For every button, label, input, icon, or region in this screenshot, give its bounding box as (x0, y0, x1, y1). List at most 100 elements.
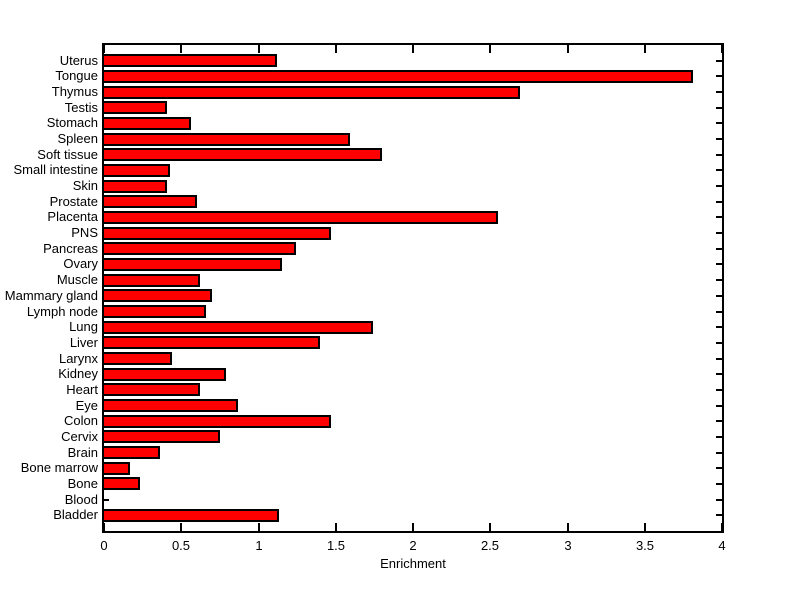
y-tick-mirror (716, 404, 722, 407)
y-tick-mirror (716, 326, 722, 329)
bar-muscle (104, 273, 200, 287)
bar-uterus (104, 54, 278, 68)
y-tick-label: Kidney (58, 366, 98, 382)
y-tick-label: Brain (67, 444, 98, 460)
y-tick-label: Thymus (51, 84, 98, 100)
x-tick-label: 1 (255, 538, 263, 553)
y-tick-label: Skin (72, 178, 98, 194)
y-tick (104, 498, 109, 501)
y-tick-label: Spleen (57, 131, 98, 147)
y-tick-label: Uterus (59, 52, 98, 68)
bar-stomach (104, 116, 191, 130)
y-tick-mirror (716, 247, 722, 250)
bar-thymus (104, 85, 520, 99)
y-tick-label: Pancreas (43, 240, 98, 256)
x-tick-label: 2 (409, 538, 417, 553)
bar-pns (104, 226, 332, 240)
y-tick-label: Larynx (58, 350, 98, 366)
x-tick-mirror (721, 45, 723, 53)
y-tick-label: Lymph node (26, 303, 98, 319)
bar-brain (104, 446, 160, 460)
bar-placenta (104, 210, 498, 224)
y-tick-mirror (716, 388, 722, 391)
y-tick-mirror (716, 185, 722, 188)
y-tick-mirror (716, 106, 722, 109)
y-tick-label: Eye (75, 397, 98, 413)
y-tick-mirror (716, 420, 722, 423)
y-tick-label: Colon (64, 413, 98, 429)
x-tick-label: 4 (718, 538, 726, 553)
bar-lymph-node (104, 305, 206, 319)
x-tick-mirror (412, 45, 414, 53)
y-tick-label: Bone marrow (20, 460, 98, 476)
y-tick-mirror (716, 232, 722, 235)
y-tick-mirror (716, 514, 722, 517)
bar-small-intestine (104, 163, 171, 177)
bar-pancreas (104, 242, 296, 256)
y-tick-label: Blood (64, 491, 98, 507)
y-tick-mirror (716, 59, 722, 62)
bar-cervix (104, 430, 220, 444)
bar-kidney (104, 367, 227, 381)
y-tick-mirror (716, 467, 722, 470)
x-tick (721, 523, 723, 531)
y-tick-label: Bone (67, 475, 98, 491)
y-tick-label: Mammary gland (4, 287, 98, 303)
y-tick-mirror (716, 169, 722, 172)
x-tick-label: 0.5 (171, 538, 191, 553)
y-tick-mirror (716, 451, 722, 454)
x-tick (103, 523, 105, 531)
bar-eye (104, 399, 239, 413)
bar-bladder (104, 508, 279, 522)
x-tick (180, 523, 182, 531)
y-tick-mirror (716, 498, 722, 501)
y-tick-mirror (716, 482, 722, 485)
y-tick-label: Muscle (56, 272, 98, 288)
y-tick-label: Heart (66, 381, 98, 397)
y-tick-mirror (716, 341, 722, 344)
y-tick-mirror (716, 122, 722, 125)
bar-tongue (104, 69, 693, 83)
x-tick-mirror (258, 45, 260, 53)
y-tick-mirror (716, 263, 722, 266)
y-tick-label: Tongue (55, 68, 98, 84)
bar-skin (104, 179, 168, 193)
bar-prostate (104, 195, 197, 209)
y-tick-mirror (716, 279, 722, 282)
x-tick-label: 2.5 (480, 538, 500, 553)
y-tick-label: PNS (71, 225, 98, 241)
y-tick-label: Cervix (61, 428, 98, 444)
x-tick (412, 523, 414, 531)
y-tick-label: Bladder (53, 507, 98, 523)
y-tick-mirror (716, 138, 722, 141)
x-tick-mirror (567, 45, 569, 53)
bar-colon (104, 414, 332, 428)
x-tick-label: 0 (100, 538, 108, 553)
y-tick-mirror (716, 435, 722, 438)
x-tick-label: 3.5 (635, 538, 655, 553)
bar-liver (104, 336, 321, 350)
y-tick-mirror (716, 373, 722, 376)
y-tick-label: Soft tissue (37, 146, 98, 162)
y-tick-label: Ovary (63, 256, 98, 272)
y-tick-mirror (716, 153, 722, 156)
y-tick-label: Liver (69, 334, 98, 350)
x-tick (567, 523, 569, 531)
bar-ovary (104, 257, 282, 271)
y-tick-mirror (716, 310, 722, 313)
y-tick-mirror (716, 357, 722, 360)
y-tick-label: Small intestine (13, 162, 98, 178)
y-tick-label: Testis (64, 99, 98, 115)
x-axis-label: Enrichment (380, 556, 446, 571)
x-tick-mirror (489, 45, 491, 53)
x-tick-mirror (180, 45, 182, 53)
bar-heart (104, 383, 200, 397)
y-tick-mirror (716, 75, 722, 78)
bar-bone (104, 477, 140, 491)
bar-soft-tissue (104, 148, 383, 162)
bar-lung (104, 320, 373, 334)
x-tick (644, 523, 646, 531)
bar-bone-marrow (104, 461, 131, 475)
y-tick-label: Prostate (49, 193, 98, 209)
